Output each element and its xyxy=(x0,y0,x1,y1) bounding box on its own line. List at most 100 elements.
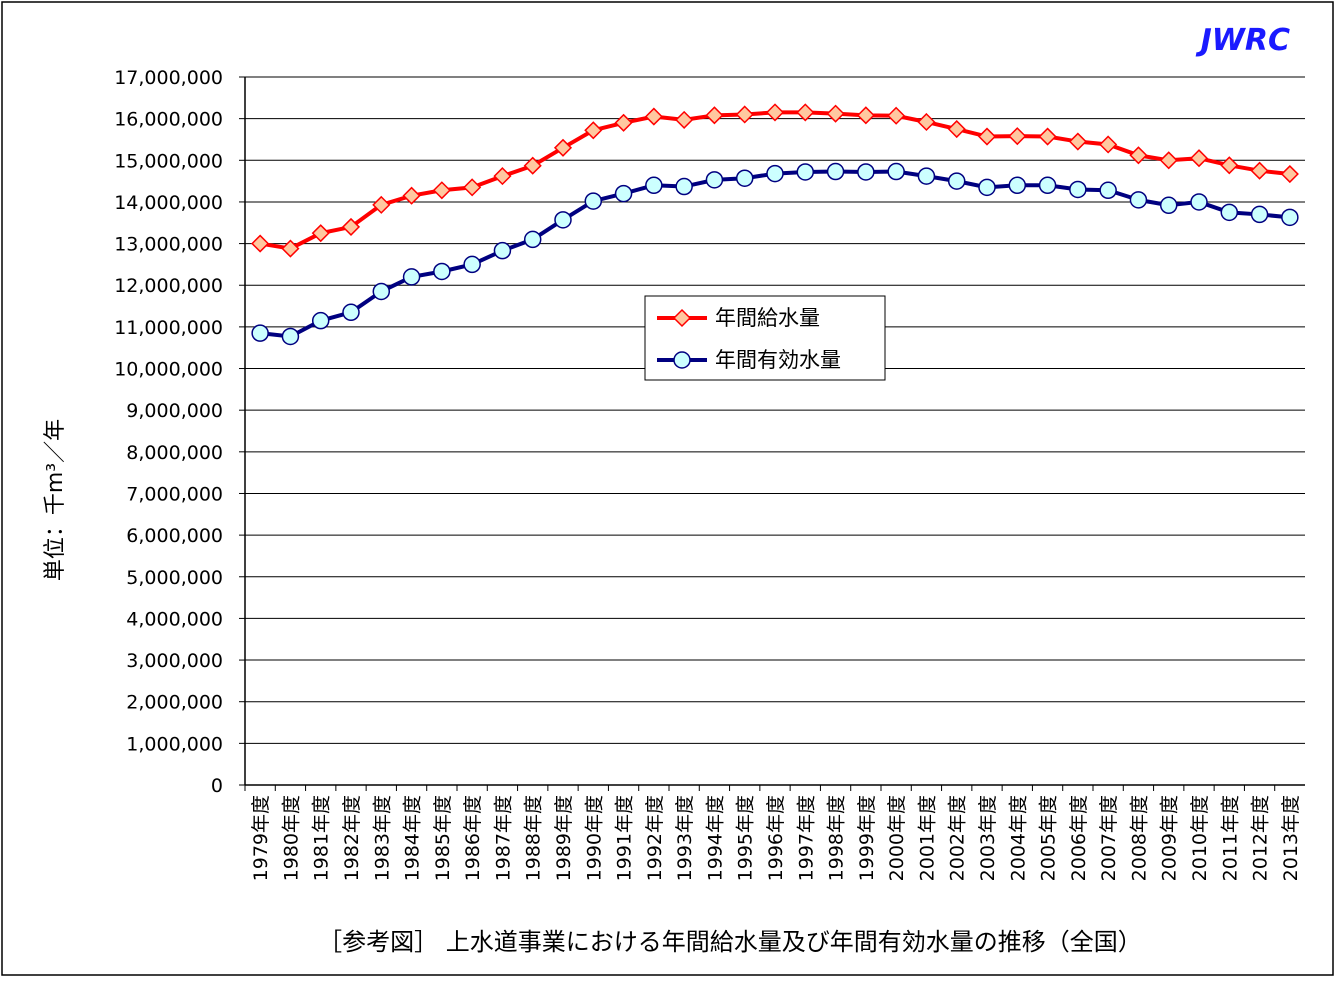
x-tick-label: 1998年度 xyxy=(826,795,848,881)
logo: JWRC xyxy=(1196,23,1290,58)
data-point xyxy=(705,171,724,189)
x-tick-label: 1989年度 xyxy=(553,795,575,881)
y-tick-label: 13,000,000 xyxy=(114,234,223,256)
x-tick-label: 2010年度 xyxy=(1189,795,1211,881)
data-point xyxy=(1129,146,1148,165)
data-point xyxy=(251,234,270,253)
x-tick-label: 1986年度 xyxy=(462,795,484,881)
data-point xyxy=(281,239,300,258)
data-point xyxy=(857,163,875,181)
legend-label: 年間有効水量 xyxy=(715,348,841,372)
data-point xyxy=(463,255,481,274)
y-tick-label: 2,000,000 xyxy=(126,692,223,714)
x-tick-label: 1994年度 xyxy=(704,795,726,881)
data-point xyxy=(1069,180,1087,199)
data-point xyxy=(1099,135,1118,154)
y-tick-label: 12,000,000 xyxy=(114,275,223,297)
data-point xyxy=(1038,176,1057,195)
y-tick-label: 3,000,000 xyxy=(126,650,223,672)
x-tick-label: 1992年度 xyxy=(644,795,666,881)
x-tick-label: 1983年度 xyxy=(371,795,393,881)
data-point xyxy=(614,184,633,203)
x-tick-label: 1981年度 xyxy=(311,795,333,881)
x-tick-label: 1997年度 xyxy=(795,795,817,881)
x-tick-label: 2004年度 xyxy=(1007,795,1029,881)
x-tick-label: 1985年度 xyxy=(432,795,454,881)
x-tick-label: 1982年度 xyxy=(341,795,363,881)
data-point xyxy=(584,121,603,140)
data-point xyxy=(341,217,361,236)
x-tick-label: 2012年度 xyxy=(1250,795,1272,881)
data-point xyxy=(1280,164,1299,184)
y-tick-label: 6,000,000 xyxy=(126,525,223,547)
x-tick-label: 1993年度 xyxy=(674,795,696,881)
data-point xyxy=(1281,208,1299,227)
data-point xyxy=(372,195,391,214)
x-tick-label: 2009年度 xyxy=(1159,795,1181,881)
y-tick-label: 17,000,000 xyxy=(114,67,223,89)
data-point xyxy=(433,262,451,281)
data-point xyxy=(1250,205,1269,224)
x-tick-label: 2013年度 xyxy=(1280,795,1302,881)
legend-marker xyxy=(672,308,692,328)
data-point xyxy=(887,162,905,181)
legend-marker xyxy=(673,351,691,369)
data-point xyxy=(281,327,300,346)
data-point xyxy=(796,103,815,122)
data-point xyxy=(493,167,512,186)
x-tick-label: 2000年度 xyxy=(886,795,908,881)
data-point xyxy=(1159,151,1178,170)
data-point xyxy=(1220,203,1239,222)
data-point xyxy=(372,282,391,301)
data-point xyxy=(947,119,966,139)
data-point xyxy=(1189,149,1209,168)
data-point xyxy=(402,186,421,205)
data-point xyxy=(675,177,693,196)
x-tick-label: 1995年度 xyxy=(735,795,757,881)
x-tick-label: 1984年度 xyxy=(402,795,424,881)
data-point xyxy=(675,110,694,129)
data-point xyxy=(463,178,482,197)
data-point xyxy=(1068,132,1087,151)
data-point xyxy=(856,106,875,125)
data-point xyxy=(1220,156,1239,175)
data-point xyxy=(311,311,330,330)
data-point xyxy=(523,230,542,249)
data-point xyxy=(1250,161,1269,180)
x-tick-label: 2003年度 xyxy=(977,795,999,881)
y-tick-label: 9,000,000 xyxy=(126,400,223,422)
data-point xyxy=(251,324,269,342)
y-tick-label: 15,000,000 xyxy=(114,150,223,172)
data-point xyxy=(554,211,572,229)
data-point xyxy=(1190,193,1208,211)
x-tick-label: 2006年度 xyxy=(1068,795,1090,881)
data-point xyxy=(584,192,603,210)
x-tick-label: 2008年度 xyxy=(1128,795,1150,881)
x-tick-label: 2005年度 xyxy=(1038,795,1060,881)
y-axis-title: 単位：千m³／年 xyxy=(43,419,68,581)
y-tick-label: 4,000,000 xyxy=(126,608,223,630)
x-tick-label: 2007年度 xyxy=(1098,795,1120,881)
legend-label: 年間給水量 xyxy=(715,306,820,330)
data-point xyxy=(1008,176,1027,195)
data-point xyxy=(523,156,542,175)
y-tick-label: 7,000,000 xyxy=(126,483,223,505)
data-point xyxy=(735,105,754,124)
x-tick-label: 2002年度 xyxy=(947,795,969,881)
data-point xyxy=(1008,127,1027,146)
y-tick-label: 11,000,000 xyxy=(114,317,223,339)
data-point xyxy=(553,138,573,157)
y-tick-label: 1,000,000 xyxy=(126,733,223,755)
plot-area xyxy=(245,77,1305,785)
data-point xyxy=(644,107,663,126)
x-tick-label: 2011年度 xyxy=(1219,795,1241,881)
data-point xyxy=(796,163,815,181)
data-point xyxy=(766,164,784,183)
data-point xyxy=(978,178,996,197)
data-point xyxy=(947,172,966,190)
data-point xyxy=(645,176,663,195)
y-tick-label: 16,000,000 xyxy=(114,109,223,131)
x-tick-label: 1987年度 xyxy=(492,795,514,881)
y-tick-label: 14,000,000 xyxy=(114,192,223,214)
